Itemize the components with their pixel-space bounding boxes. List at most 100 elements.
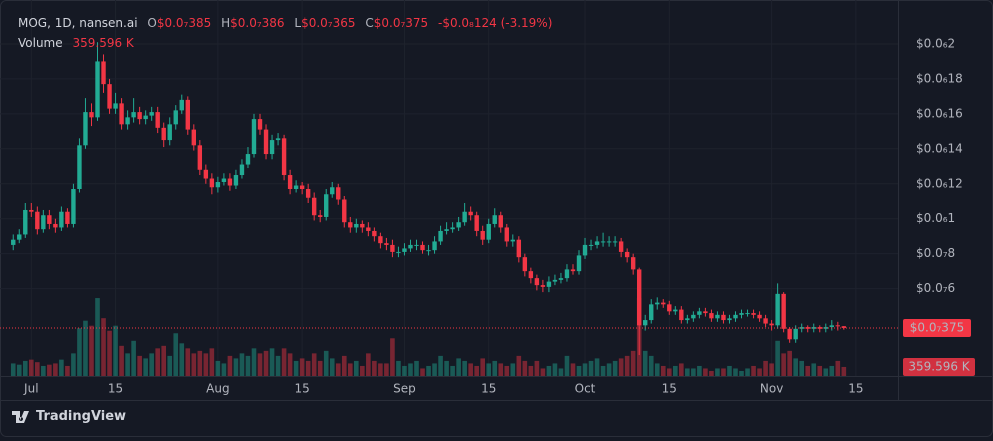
volume-bar xyxy=(263,350,269,376)
volume-bar xyxy=(16,364,22,376)
volume-bar xyxy=(570,363,576,376)
candle-body xyxy=(504,227,509,242)
candle-body xyxy=(251,119,257,155)
volume-bar xyxy=(173,333,179,376)
volume-bar xyxy=(197,350,203,376)
volume-bar xyxy=(299,358,305,376)
volume-bar xyxy=(474,365,479,376)
candle-body xyxy=(408,244,413,249)
candle-body xyxy=(420,244,425,251)
legend-row: MOG, 1D, nansen.ai O$0.0₇385 H$0.0₇386 L… xyxy=(18,13,552,33)
volume-bar xyxy=(47,364,52,376)
candle-body xyxy=(468,211,473,216)
candle-body xyxy=(336,187,341,200)
volume-bar xyxy=(203,353,209,376)
candle-body xyxy=(793,328,798,340)
candle-body xyxy=(47,215,52,224)
y-tick-label: $0.0₆14 xyxy=(916,141,963,155)
x-tick-label: 15 xyxy=(662,382,677,396)
candle-body xyxy=(414,244,419,246)
volume-bar xyxy=(125,353,130,376)
candle-body xyxy=(269,140,275,155)
candle-body xyxy=(330,187,335,195)
brand-name: TradingView xyxy=(36,409,127,424)
candle-body xyxy=(167,124,172,141)
volume-bar xyxy=(673,365,678,376)
candle-body xyxy=(709,313,714,319)
candle-body xyxy=(691,314,696,319)
volume-bar xyxy=(305,360,311,376)
volume-bar xyxy=(660,365,666,376)
volume-bar xyxy=(444,360,449,376)
last-price-tag xyxy=(903,318,971,337)
candle-body xyxy=(53,223,58,228)
volume-bar xyxy=(600,365,606,376)
candle-body xyxy=(685,318,690,321)
volume-bar xyxy=(703,368,708,376)
volume-bar xyxy=(739,370,744,376)
volume-bar xyxy=(35,362,40,376)
candle-body xyxy=(444,229,449,231)
x-tick-label: Jul xyxy=(23,382,38,396)
candle-body xyxy=(185,99,190,130)
volume-bar xyxy=(251,348,257,376)
candle-body xyxy=(203,169,209,179)
candle-body xyxy=(624,251,630,258)
volume-bar xyxy=(679,363,684,376)
candle-body xyxy=(101,61,106,85)
candle-body xyxy=(636,269,642,326)
candle-body xyxy=(305,189,311,198)
candle-body xyxy=(281,138,287,176)
y-tick-label: $0.0₇6 xyxy=(916,281,955,295)
volume-bar xyxy=(354,360,359,376)
candle-body xyxy=(715,314,720,319)
volume-bar xyxy=(408,363,413,376)
candle-body xyxy=(576,255,582,272)
candle-body xyxy=(11,239,16,245)
volume-bar xyxy=(71,353,76,376)
candle-body xyxy=(751,313,756,315)
candle-body xyxy=(829,325,834,328)
volume-bar xyxy=(384,363,389,376)
candle-body xyxy=(787,328,792,340)
candle-body xyxy=(77,145,82,190)
candle-body xyxy=(311,197,317,216)
symbol: MOG, 1D, nansen.ai xyxy=(18,16,138,30)
volume-bar xyxy=(522,360,528,376)
candle-body xyxy=(582,244,588,256)
legend-row: Volume 359.596 K xyxy=(18,33,552,53)
candle-body xyxy=(149,112,154,116)
legend: MOG, 1D, nansen.ai O$0.0₇385 H$0.0₇386 L… xyxy=(18,13,552,53)
candle-body xyxy=(697,311,702,315)
candle-body xyxy=(528,271,534,279)
volume-bar xyxy=(10,363,16,376)
volume-bar xyxy=(257,353,263,376)
volume-bar xyxy=(516,355,522,376)
volume-bar xyxy=(468,363,473,376)
volume-bar xyxy=(715,368,720,376)
branding[interactable]: TradingView xyxy=(12,409,126,424)
volume-bar xyxy=(486,363,492,376)
volume-bar xyxy=(751,365,756,376)
volume-bar xyxy=(59,359,64,376)
candle-body xyxy=(173,110,178,125)
candle-body xyxy=(263,129,269,155)
volume-bar xyxy=(745,368,750,376)
volume-bar xyxy=(727,365,732,376)
volume-bar xyxy=(143,358,148,376)
change: -$0.0₈124 (-3.19%) xyxy=(438,16,553,30)
candle-body xyxy=(179,99,184,111)
ohlc-key: O xyxy=(147,16,157,30)
x-tick-label: Nov xyxy=(760,382,783,396)
candle-body xyxy=(366,227,371,231)
volume-bar xyxy=(293,360,299,376)
x-tick-label: 15 xyxy=(108,382,123,396)
candle-body xyxy=(763,318,768,324)
candle-body xyxy=(107,84,112,109)
candle-body xyxy=(17,234,22,240)
volume-bar xyxy=(648,355,654,376)
candle-body xyxy=(125,117,130,125)
candle-body xyxy=(83,112,88,146)
